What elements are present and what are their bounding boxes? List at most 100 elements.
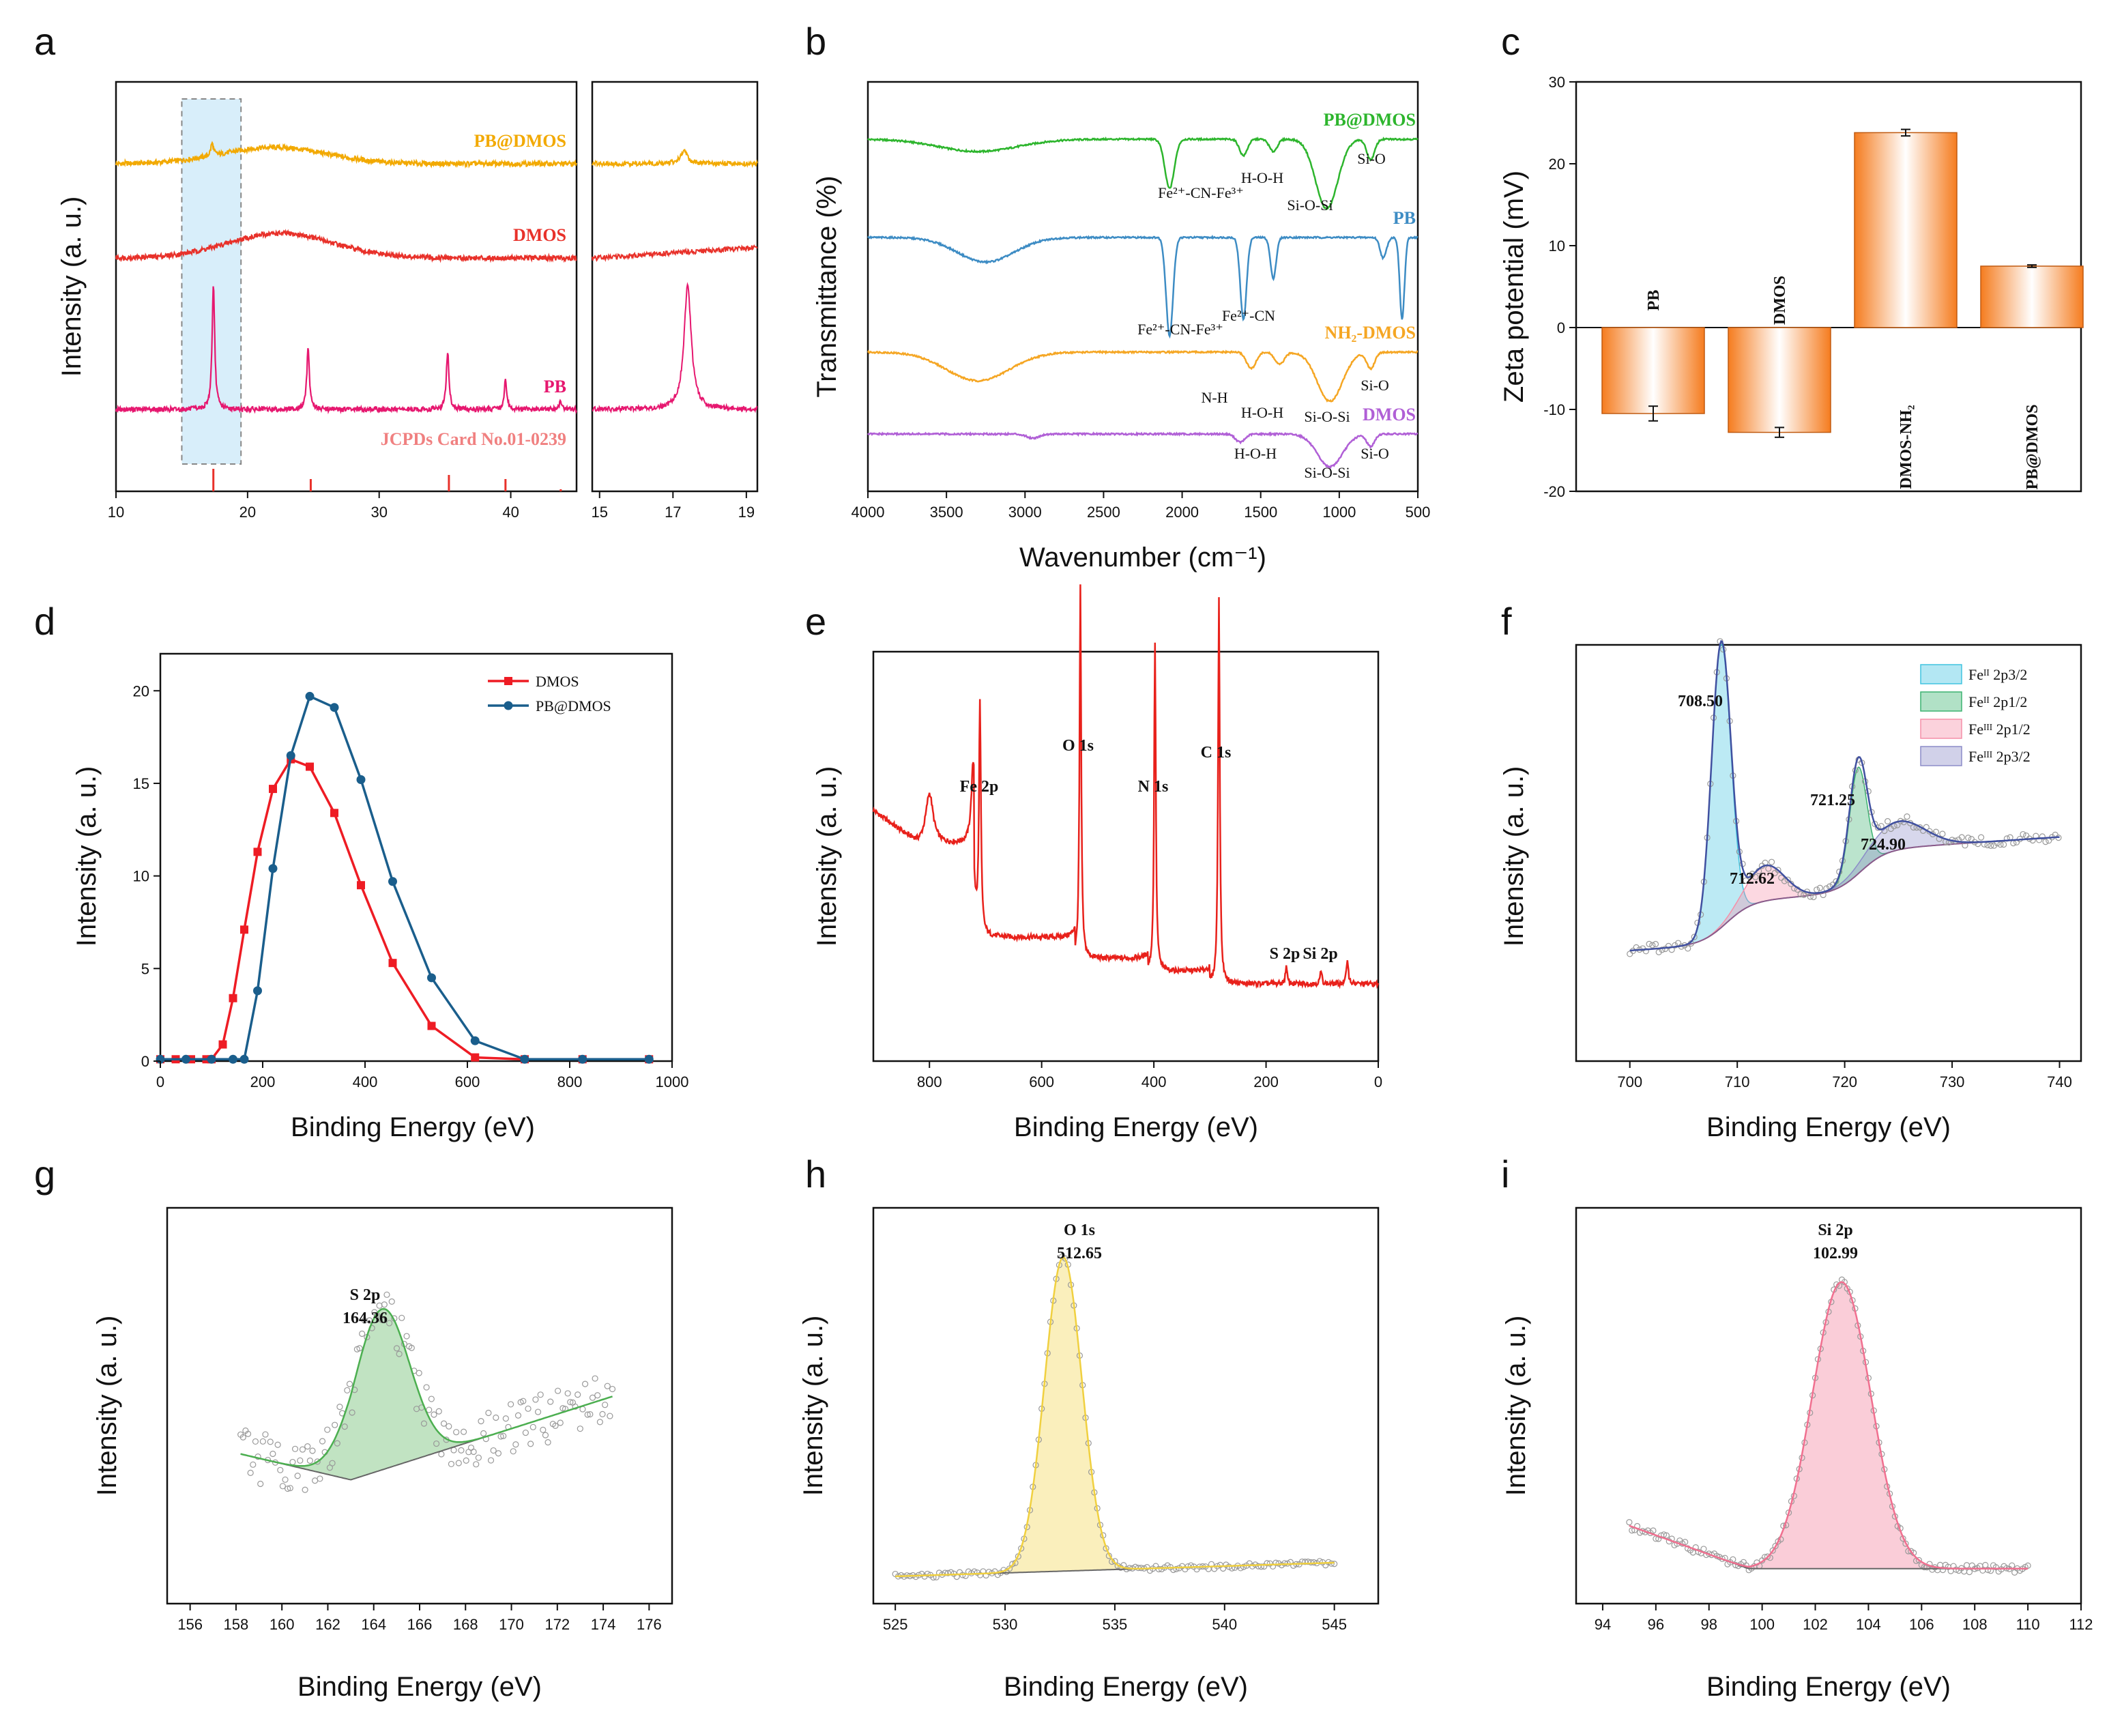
- xps-data-point: [279, 1483, 286, 1490]
- y-tick-label: 30: [1549, 74, 1565, 91]
- dls-marker: [330, 703, 339, 712]
- ftir-annotation: H-O-H: [1241, 169, 1283, 186]
- x-tick-label: 19: [738, 504, 755, 521]
- xps-data-point: [440, 1420, 448, 1427]
- xps-data-point: [329, 1460, 336, 1466]
- xps-data-point: [455, 1460, 462, 1466]
- x-tick-label: 500: [1406, 504, 1431, 521]
- xps-data-point: [446, 1423, 452, 1430]
- xps-data-point: [460, 1428, 467, 1435]
- x-tick-label: 20: [239, 504, 256, 521]
- xps-data-point: [309, 1447, 316, 1454]
- bar-DMOS-NH₂: [1854, 132, 1958, 328]
- xps-data-point: [287, 1485, 293, 1492]
- xps-data-point: [495, 1450, 502, 1457]
- xps-data-point: [473, 1461, 480, 1468]
- highlight-box: [181, 98, 242, 465]
- ftir-series-NH₂-DMOS: [867, 349, 1419, 403]
- fe-data-point: [1810, 893, 1817, 901]
- bar-PB: [1601, 327, 1705, 414]
- xps-data-point: [577, 1426, 583, 1432]
- x-tick-label: 400: [1141, 1073, 1167, 1090]
- panel-a-xrd: PB@DMOS DMOS PB JCPDs Card No.01-0239 10 20 30…: [57, 81, 759, 521]
- fe-peak-label: 712.62: [1730, 870, 1775, 888]
- xps-data-point: [581, 1380, 589, 1387]
- x-tick-label: 2000: [1165, 504, 1199, 521]
- dls-marker: [239, 1054, 249, 1064]
- legend-label: Feᴵᴵ 2p1/2: [1968, 693, 2027, 710]
- bar-PB@DMOS: [1980, 265, 2084, 328]
- xps-data-point: [304, 1443, 311, 1450]
- y-tick-label: 20: [1549, 156, 1565, 173]
- x-tick-label: 10: [108, 504, 124, 521]
- panel-letter-d: d: [34, 600, 55, 643]
- x-tick-label: 160: [270, 1616, 295, 1633]
- xps-data-point: [470, 1448, 477, 1456]
- xps-data-point: [604, 1383, 611, 1389]
- xps-data-point: [962, 1572, 969, 1579]
- fe-data-point: [1797, 891, 1804, 898]
- legend-marker: [504, 677, 512, 685]
- x-tick-label: 540: [1212, 1616, 1237, 1633]
- x-tick-label: 3000: [1008, 504, 1042, 521]
- xps-data-point: [1240, 1563, 1247, 1570]
- dls-marker: [470, 1036, 480, 1045]
- panel-d-dls: DMOS PB@DMOS 0 200 400 600 800 1000 0 5 10 15 20 Inte…: [72, 652, 688, 1142]
- legend-marker: [504, 701, 513, 710]
- fe-data-point: [1685, 945, 1691, 952]
- ftir-annotation: Si-O: [1357, 150, 1386, 167]
- dls-marker: [229, 1054, 237, 1064]
- dls-marker: [181, 1054, 190, 1064]
- x-tick-label: 710: [1725, 1073, 1750, 1090]
- xps-data-point: [1985, 1567, 1992, 1574]
- x-tick-label: 100: [1749, 1616, 1775, 1633]
- xps-data-point: [478, 1418, 484, 1425]
- y-axis-title: Intensity (a. u.): [1501, 1316, 1531, 1496]
- fe-data-point: [1781, 878, 1788, 884]
- fe-data-point: [1884, 818, 1891, 825]
- ftir-series-PB: [867, 235, 1419, 339]
- fe-data-point: [2023, 832, 2030, 839]
- xps-data-point: [527, 1441, 534, 1447]
- dls-marker: [240, 925, 248, 934]
- legend-swatch: [1920, 691, 1962, 712]
- xps-data-point: [383, 1291, 390, 1298]
- xps-data-point: [1982, 1561, 1989, 1569]
- x-axis-title: Binding Energy (eV): [1706, 1672, 1951, 1702]
- legend-label: PB@DMOS: [536, 697, 611, 714]
- xps-data-point: [609, 1385, 616, 1393]
- panel-letter-c: c: [1501, 20, 1520, 63]
- panel-h-frame: [872, 1206, 1380, 1605]
- fe-data-point: [1801, 891, 1807, 899]
- x-tick-label: 3500: [930, 504, 963, 521]
- fe-data-point: [1649, 942, 1656, 949]
- fe-data-point: [1910, 824, 1917, 831]
- x-tick-label: 730: [1940, 1073, 1965, 1090]
- panel-letter-b: b: [805, 20, 826, 63]
- dls-marker: [644, 1054, 654, 1064]
- xps-data-point: [291, 1445, 299, 1452]
- fe-data-point: [1752, 873, 1759, 880]
- panel-f-frame: [1575, 643, 2082, 1062]
- xps-data-point: [599, 1410, 606, 1417]
- fe-data-point: [2001, 841, 2007, 848]
- dls-marker: [427, 1022, 436, 1030]
- xrd-series-label: PB: [544, 377, 566, 396]
- y-axis-title: Zeta potential (mV): [1499, 171, 1529, 403]
- y-axis-title: Intensity (a. u.): [1499, 766, 1529, 947]
- xps-data-point: [559, 1405, 566, 1412]
- xps-data-point: [416, 1370, 422, 1376]
- dls-marker: [306, 762, 314, 771]
- ftir-series-label: DMOS: [1363, 405, 1416, 424]
- xps-data-point: [435, 1408, 442, 1415]
- fe-data-point: [2042, 839, 2049, 845]
- panel-letter-a: a: [34, 20, 56, 63]
- ftir-annotation: H-O-H: [1234, 445, 1277, 462]
- xps-data-point: [267, 1438, 274, 1445]
- xps-data-point: [1009, 1561, 1016, 1567]
- xps-data-point: [557, 1419, 564, 1426]
- dls-marker: [253, 848, 262, 856]
- bar-category-label: DMOS-NH₂: [1897, 405, 1915, 489]
- xps-data-point: [1264, 1560, 1270, 1567]
